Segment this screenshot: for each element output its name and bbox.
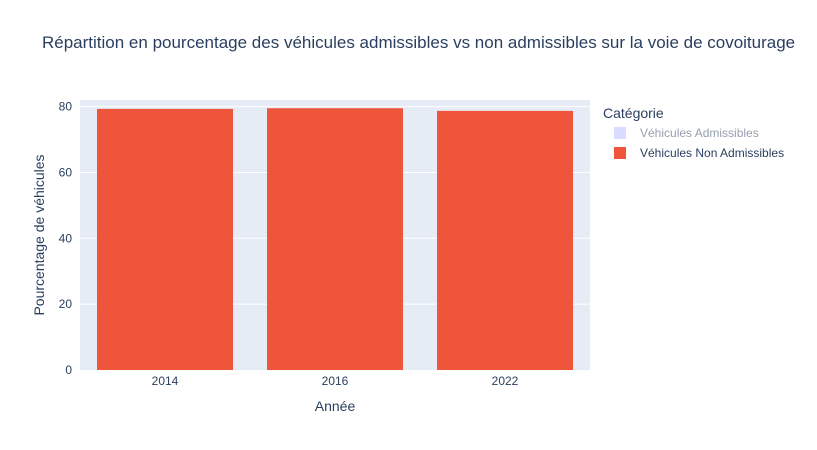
y-tick-label: 80 xyxy=(59,100,73,114)
x-tick-label: 2022 xyxy=(492,374,519,388)
chart-title: Répartition en pourcentage des véhicules… xyxy=(42,33,796,52)
y-tick-label: 20 xyxy=(59,297,73,311)
x-tick-label: 2016 xyxy=(322,374,349,388)
legend-swatch xyxy=(614,127,626,139)
legend-title: Catégorie xyxy=(603,105,664,121)
legend-label: Véhicules Non Admissibles xyxy=(640,146,784,160)
y-tick-label: 60 xyxy=(59,165,73,179)
bars xyxy=(97,108,573,371)
legend-item[interactable]: Véhicules Admissibles xyxy=(614,126,759,140)
legend: Catégorie Véhicules Admissibles Véhicules… xyxy=(603,105,784,160)
y-tick-label: 40 xyxy=(59,231,73,245)
legend-swatch xyxy=(614,147,626,159)
bar-2022[interactable] xyxy=(437,110,573,371)
x-ticks: 2014 2016 2022 xyxy=(152,374,519,388)
y-axis-title: Pourcentage de véhicules xyxy=(31,154,47,315)
y-tick-label: 0 xyxy=(65,363,72,377)
bar-2016[interactable] xyxy=(267,108,403,371)
legend-label: Véhicules Admissibles xyxy=(640,126,759,140)
x-axis-title: Année xyxy=(315,398,356,414)
bar-2014[interactable] xyxy=(97,108,233,370)
legend-item[interactable]: Véhicules Non Admissibles xyxy=(614,146,784,160)
x-tick-label: 2014 xyxy=(152,374,179,388)
y-ticks: 0 20 40 60 80 xyxy=(59,100,73,377)
